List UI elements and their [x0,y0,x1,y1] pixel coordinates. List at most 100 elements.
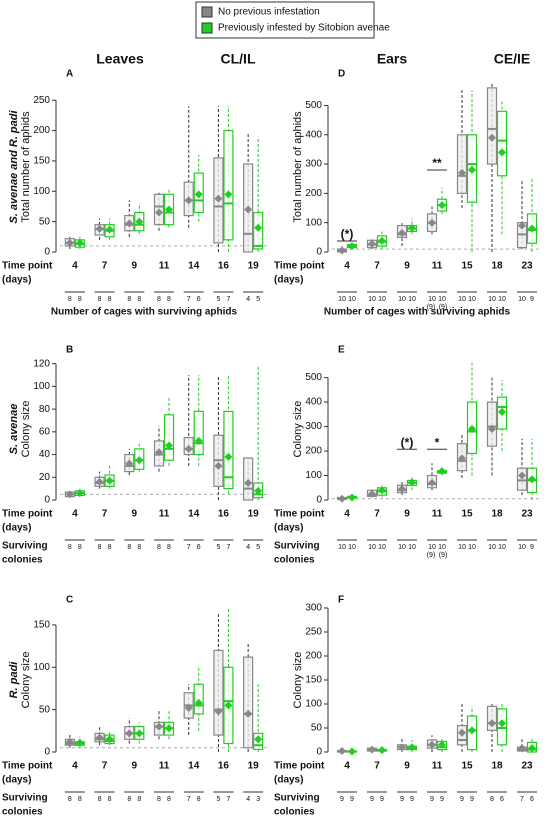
x-tick-label: 11 [432,761,443,772]
count-value: 8 [98,296,102,303]
count-value: 10 [368,544,376,551]
mean-marker [95,224,104,233]
mean-marker [165,205,173,214]
mean-marker [458,454,466,463]
x-tick-label: 16 [218,761,230,772]
count-value: 7 [187,544,191,551]
significance-label: ** [432,156,442,170]
count-value: 4 [246,544,250,551]
x-tick-label: 4 [344,761,350,772]
mean-marker [125,729,134,738]
x-tick-label: 14 [188,509,200,520]
mean-marker [468,425,476,433]
count-value: 8 [167,544,171,551]
count-value: 10 [408,296,416,303]
count-note: (9) [427,552,436,559]
counts-label: colonies [274,555,315,566]
count-value: 9 [400,796,404,803]
mean-marker [408,743,416,752]
x-axis-label: (days) [274,775,303,786]
mean-marker [244,478,253,487]
mean-marker [498,407,506,416]
y-tick-label: 40 [39,449,51,460]
mean-marker [338,246,346,255]
mean-marker [428,478,436,487]
counts-label: colonies [274,807,315,818]
y-axis-label: Total number of aphids [292,111,304,223]
count-value: 10 [398,296,406,303]
count-value: 7 [187,296,191,303]
mean-marker [155,208,163,217]
count-value: 8 [108,296,112,303]
count-value: 10 [338,296,346,303]
count-value: 8 [137,544,141,551]
legend-label: No previous infestation [218,7,320,18]
count-value: 10 [378,296,386,303]
mean-marker [348,493,356,502]
box [193,410,204,456]
mean-marker [165,441,173,450]
mean-marker [368,239,376,248]
x-axis-label: Time point [274,509,325,520]
y-tick-label: 100 [33,381,50,392]
count-value: 9 [340,796,344,803]
count-value: 9 [460,796,464,803]
box [243,656,254,749]
mean-marker [518,221,526,230]
mean-marker [368,489,376,498]
mean-marker [214,461,223,470]
mean-marker [488,719,496,728]
x-axis-label: Time point [274,761,325,772]
count-value: 8 [98,544,102,551]
x-tick-label: 9 [404,261,410,272]
count-note: (9) [427,304,436,311]
count-value: 10 [468,544,476,551]
mean-marker [378,486,386,495]
y-tick-label: 50 [311,723,323,734]
mean-marker [518,744,526,753]
treatment-label: CL/IL [221,51,256,67]
count-value: 8 [68,796,72,803]
count-value: 7 [520,796,524,803]
x-tick-label: 7 [102,761,108,772]
legend-label: Previously infested by Sitobion avenae [218,23,390,34]
significance-label: (*) [341,227,354,241]
count-value: 8 [108,796,112,803]
mean-marker [398,228,406,237]
counts-label: Number of cages with surviving aphids [324,307,511,318]
mean-marker [498,148,506,157]
count-value: 3 [256,796,260,803]
count-value: 8 [78,296,82,303]
count-value: 9 [350,796,354,803]
counts-label: colonies [2,807,43,818]
mean-marker [105,476,114,485]
count-value: 9 [530,296,534,303]
y-tick-label: 20 [39,472,51,483]
count-value: 6 [197,296,201,303]
y-tick-label: 0 [316,247,322,258]
box [486,705,498,732]
x-tick-label: 4 [344,261,350,272]
x-tick-label: 7 [102,509,108,520]
count-value: 6 [500,796,504,803]
count-value: 5 [216,544,220,551]
x-tick-label: 23 [521,761,533,772]
mean-marker [438,740,446,749]
y-tick-label: 250 [33,95,50,106]
count-value: 8 [167,796,171,803]
mean-marker [398,484,406,493]
mean-marker [468,726,476,735]
mean-marker [438,467,446,476]
mean-marker [105,225,114,234]
y-tick-label: 0 [44,495,50,506]
box [456,134,468,194]
count-value: 7 [226,296,230,303]
mean-marker [254,223,263,232]
mean-marker [488,425,496,433]
x-tick-label: 15 [461,761,473,772]
mean-marker [458,728,466,737]
x-tick-label: 18 [491,509,503,520]
y-tick-label: 200 [305,446,322,457]
row-label: S. avenae [8,404,20,455]
count-value: 10 [458,544,466,551]
